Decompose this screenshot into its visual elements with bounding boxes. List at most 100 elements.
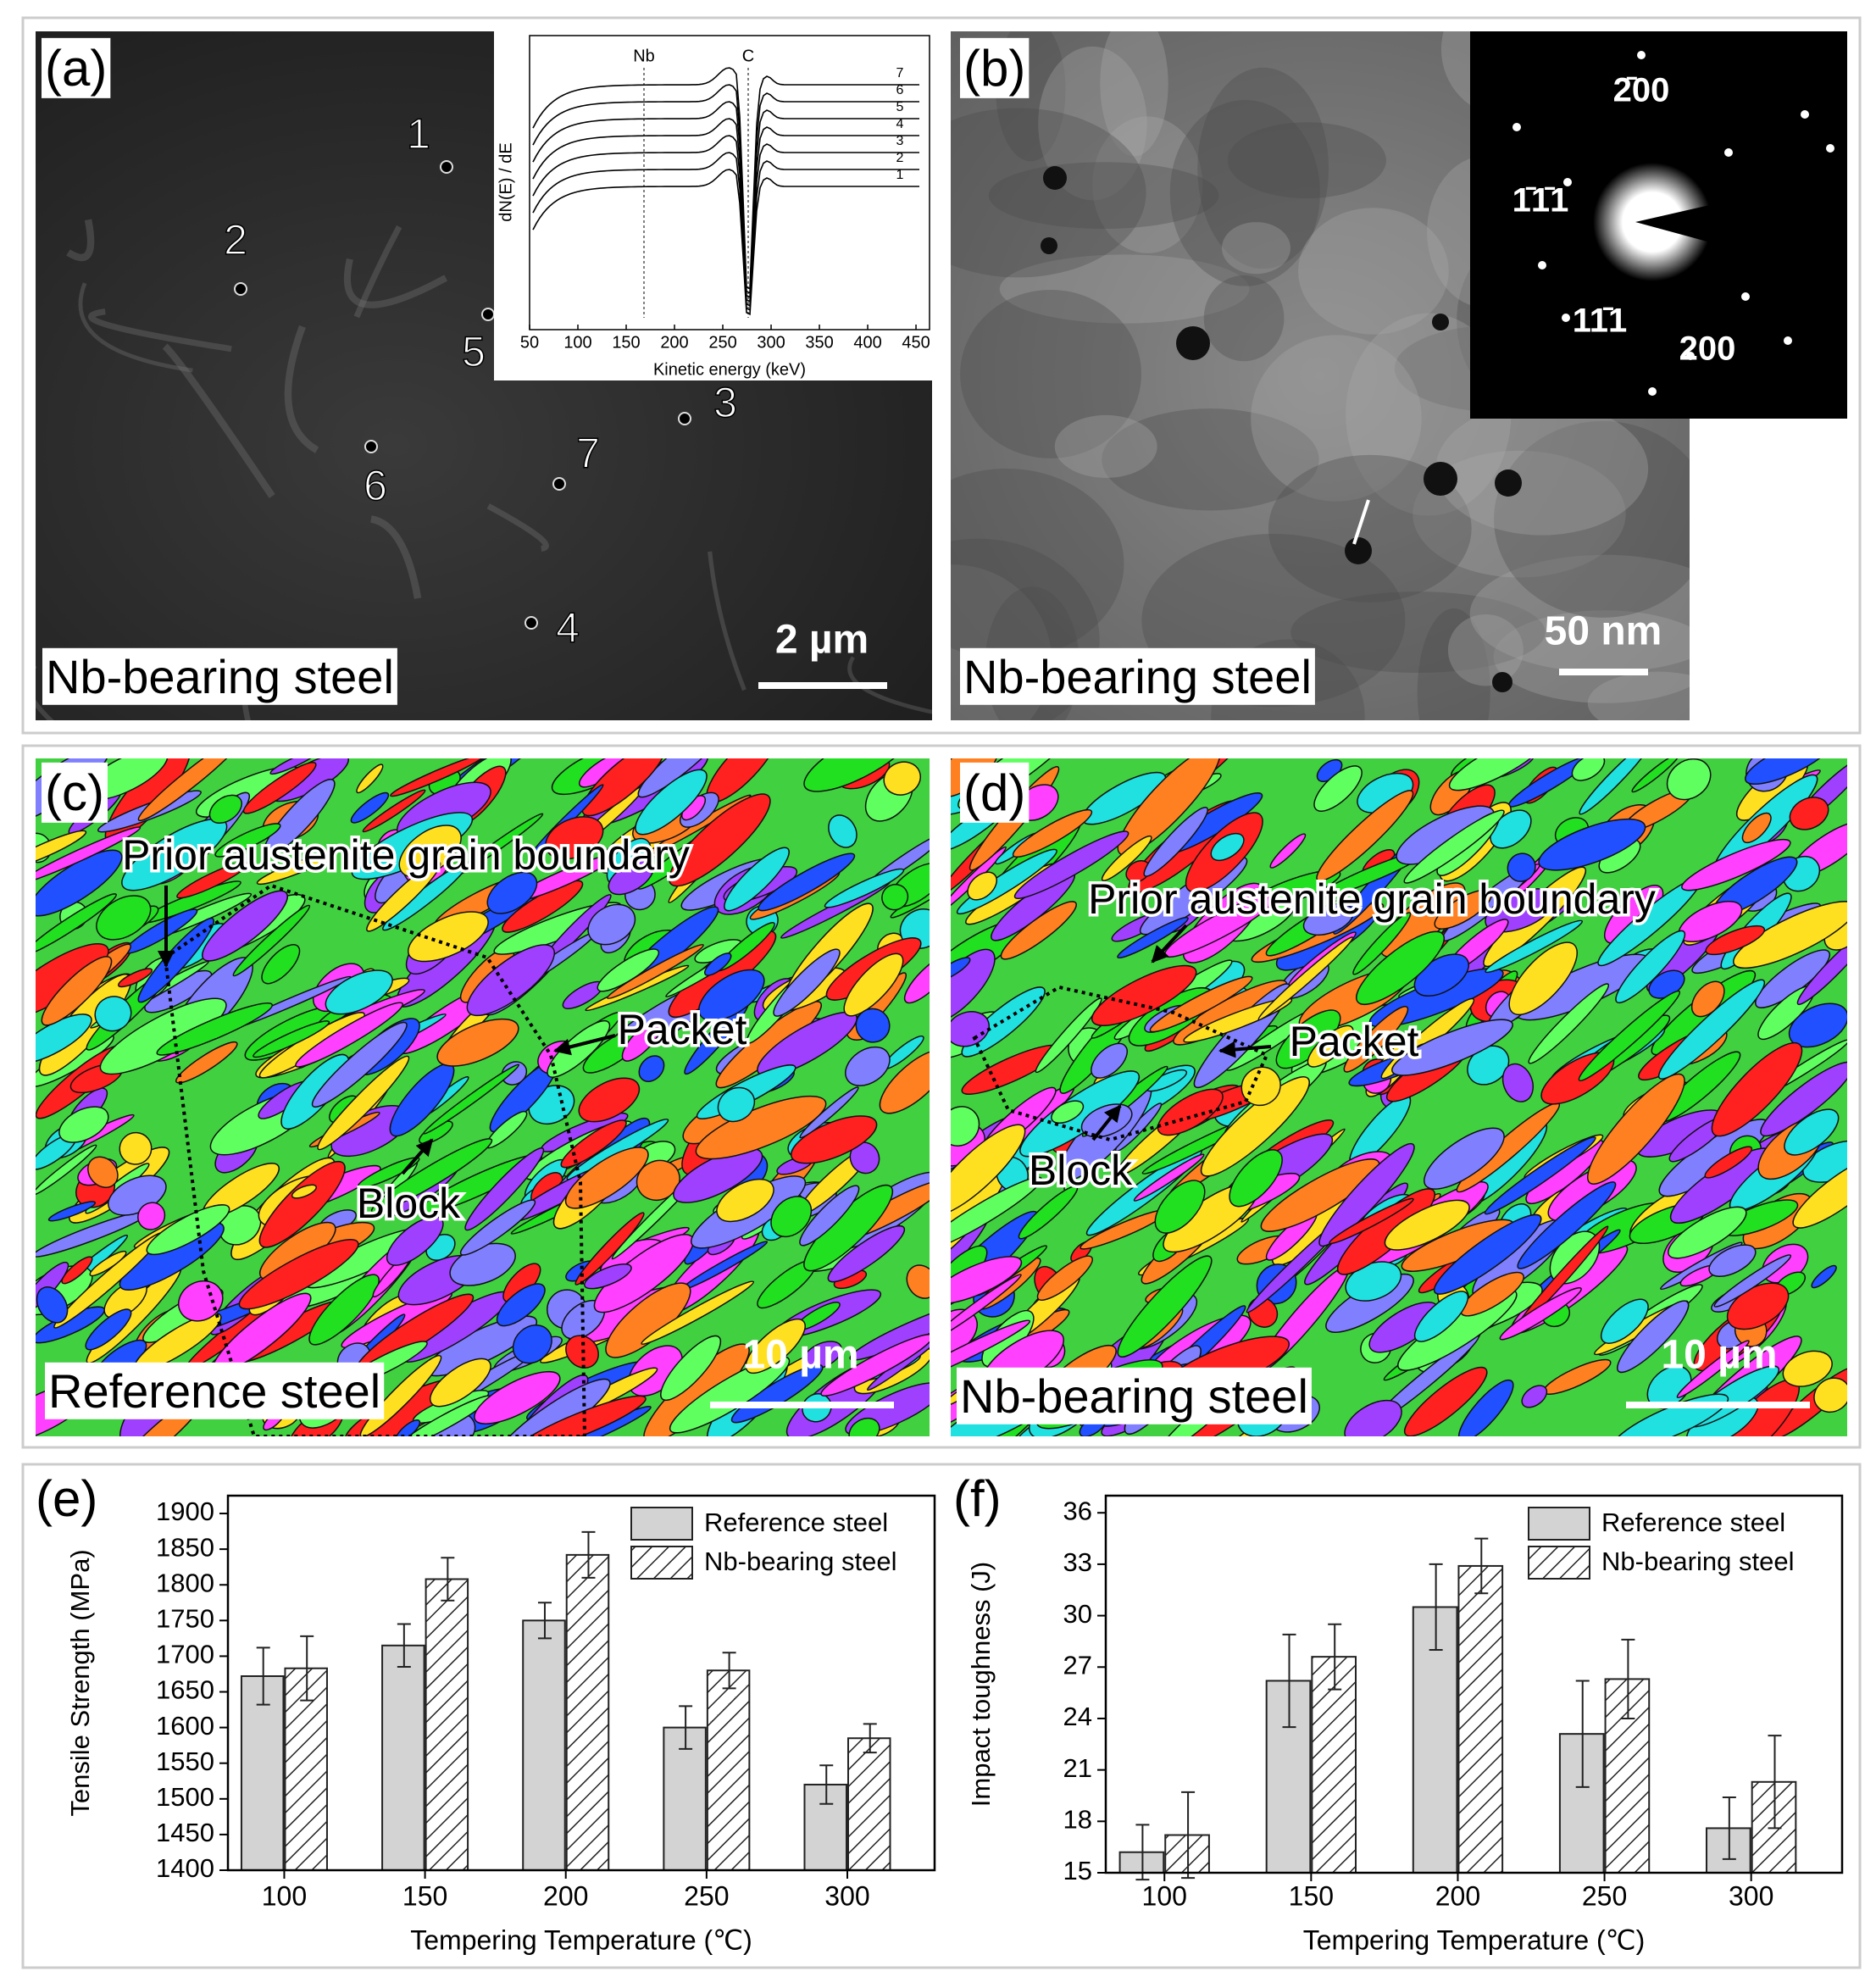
ebsd-grain — [1154, 1180, 1206, 1234]
x-axis-label: Tempering Temperature (℃) — [410, 1924, 752, 1955]
label-box — [42, 37, 111, 98]
y-tick-label: 1750 — [156, 1604, 214, 1634]
y-tick-label: 21 — [1063, 1753, 1092, 1783]
curve-label: 5 — [896, 100, 904, 114]
arrow — [401, 1138, 434, 1175]
caption: Nb-bearing steel — [46, 650, 394, 703]
diffraction-spot — [1826, 144, 1834, 153]
ebsd-grain — [951, 1319, 1031, 1383]
tem-blotch — [951, 468, 1124, 659]
error-bar — [863, 1723, 877, 1754]
ebsd-grain — [1681, 838, 1791, 891]
ebsd-grain — [1485, 919, 1584, 974]
ebsd-grain — [121, 818, 228, 891]
curve-label: 3 — [896, 134, 904, 148]
x-tick-label: 300 — [757, 333, 785, 352]
tem-blotch — [1447, 614, 1524, 686]
ebsd-grain — [317, 1055, 410, 1151]
ebsd-grain — [621, 1019, 663, 1062]
inset-axes — [529, 35, 930, 330]
x-tick-label: 200 — [1435, 1880, 1480, 1911]
frame — [21, 744, 1862, 1449]
y-tick-label: 1600 — [156, 1711, 214, 1741]
error-bar — [1621, 1638, 1635, 1719]
ebsd-grain — [1313, 765, 1363, 812]
ebsd-grain — [36, 849, 123, 917]
ebsd-grain — [660, 1335, 722, 1402]
ebsd-grain — [47, 1201, 97, 1222]
ebsd-grain — [1631, 758, 1680, 793]
tem-blotch — [1038, 46, 1147, 201]
x-axis-label: Kinetic energy (keV) — [653, 360, 806, 379]
point-marker — [364, 440, 378, 453]
tem-blotch — [1169, 100, 1320, 286]
bar — [846, 1737, 891, 1871]
diffraction-spot — [1801, 110, 1809, 119]
ebsd-grain — [464, 1147, 545, 1231]
y-tick-label: 1550 — [156, 1746, 214, 1776]
ebsd-grain — [325, 969, 393, 1015]
ebsd-grain — [311, 1021, 408, 1108]
tem-blotch — [999, 254, 1250, 324]
ebsd-grain — [843, 952, 904, 1017]
ebsd-grain — [1813, 1377, 1847, 1413]
point-marker — [234, 282, 247, 296]
spectrum-curve — [532, 152, 919, 312]
ebsd-grain — [36, 830, 87, 869]
annotation: Packet — [618, 1006, 747, 1053]
tem-blotch — [1251, 335, 1422, 502]
peak-label: Nb — [633, 47, 655, 65]
ebsd-grain — [398, 825, 462, 878]
error-bar — [1135, 1824, 1150, 1881]
caption: Reference steel — [48, 1364, 380, 1418]
ebsd-grain — [253, 1020, 330, 1058]
ebsd-grain — [350, 791, 390, 824]
ebsd-grain — [704, 952, 732, 976]
ebsd-grain — [1117, 758, 1221, 856]
error-bar — [1722, 1796, 1736, 1860]
spectrum-curve — [532, 101, 919, 299]
ebsd-grain — [581, 758, 666, 817]
spectrum-curve — [532, 118, 919, 303]
ebsd-grain — [848, 1417, 880, 1436]
error-bar — [1768, 1735, 1782, 1830]
ebsd-grain — [1705, 925, 1766, 956]
ebsd-grain — [423, 1063, 520, 1135]
ebsd-grain — [61, 1256, 93, 1285]
ebsd-grain — [459, 1199, 536, 1256]
ebsd-grain — [1343, 1006, 1409, 1073]
x-tick-label: 400 — [853, 333, 881, 352]
ebsd-grain — [1788, 1002, 1847, 1048]
ebsd-grain — [637, 758, 729, 798]
ebsd-grain — [89, 1250, 127, 1277]
x-tick-label: 450 — [902, 333, 930, 352]
ebsd-grain — [879, 1049, 930, 1114]
ebsd-grain — [1316, 790, 1414, 882]
ebsd-grain — [820, 1333, 930, 1397]
ebsd-grain — [1521, 1385, 1548, 1408]
curve-label: 1 — [896, 168, 904, 182]
ebsd-grain — [1538, 818, 1646, 871]
ebsd-grain — [258, 1160, 346, 1248]
ebsd-grain — [1133, 1153, 1205, 1202]
label-box — [957, 1367, 1312, 1424]
ebsd-grain — [41, 956, 113, 1026]
ebsd-grain — [574, 1212, 645, 1286]
ebsd-grain — [607, 943, 704, 1000]
ebsd-grain — [724, 847, 790, 912]
ebsd-grain — [1433, 1213, 1542, 1295]
grain-boundary — [163, 883, 587, 1436]
annotation: Prior austenite grain boundary — [122, 831, 690, 879]
y-tick-label: 24 — [1063, 1702, 1092, 1731]
ebsd-grain — [597, 948, 660, 992]
ebsd-grain — [951, 957, 971, 982]
ebsd-grain — [1713, 1254, 1792, 1308]
frame — [21, 16, 1862, 735]
axes-frame — [226, 1494, 936, 1872]
tem-blotch — [1197, 67, 1329, 269]
error-bar — [819, 1764, 834, 1805]
legend-label: Nb-bearing steel — [704, 1547, 896, 1576]
x-tick-label: 150 — [612, 333, 640, 352]
y-tick-label: 1900 — [156, 1497, 214, 1526]
